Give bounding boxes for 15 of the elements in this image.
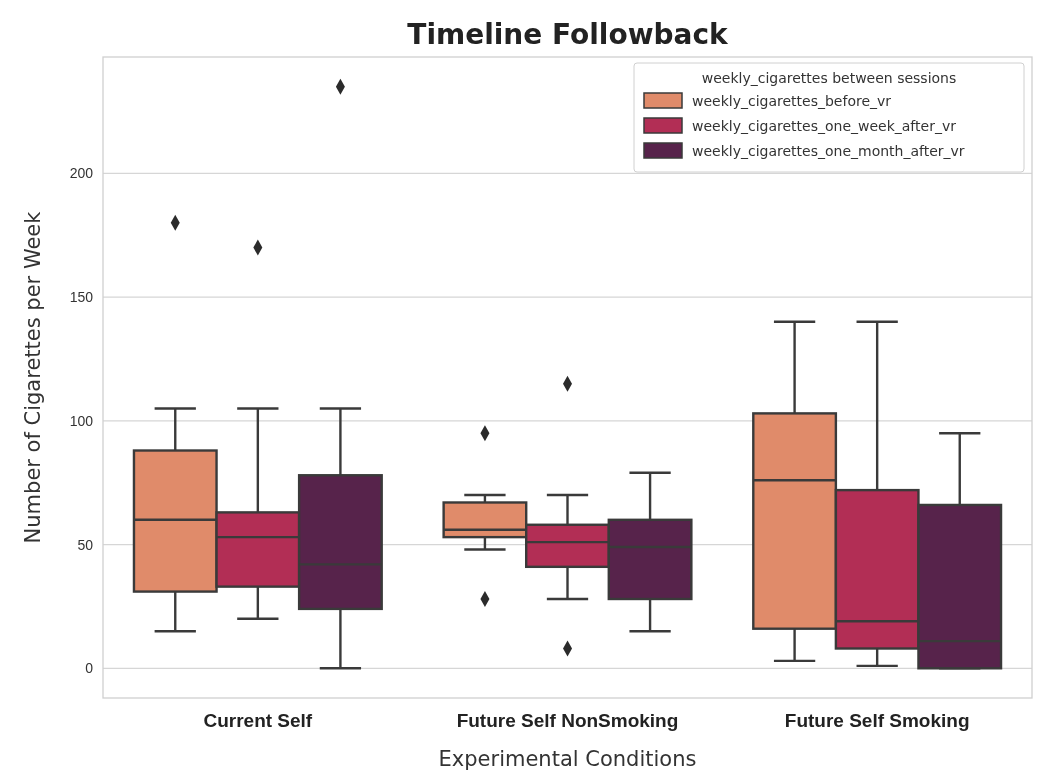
x-tick-label: Future Self Smoking <box>784 710 970 732</box>
legend-label: weekly_cigarettes_one_week_after_vr <box>692 118 957 134</box>
y-tick-label: 150 <box>69 289 94 306</box>
chart-title: Timeline Followback <box>407 18 730 51</box>
y-axis-title: Number of Cigarettes per Week <box>21 210 45 544</box>
y-tick-label: 100 <box>69 412 94 429</box>
legend-label: weekly_cigarettes_one_month_after_vr <box>692 143 965 159</box>
y-tick-label: 0 <box>85 660 94 677</box>
y-tick-label: 200 <box>69 165 94 182</box>
x-tick-label: Current Self <box>203 710 313 732</box>
y-tick-label: 50 <box>77 536 94 553</box>
legend-title: weekly_cigarettes between sessions <box>701 70 957 86</box>
x-axis-title: Experimental Conditions <box>438 747 697 771</box>
x-tick-label: Future Self NonSmoking <box>456 710 679 732</box>
legend-label: weekly_cigarettes_before_vr <box>692 93 892 109</box>
